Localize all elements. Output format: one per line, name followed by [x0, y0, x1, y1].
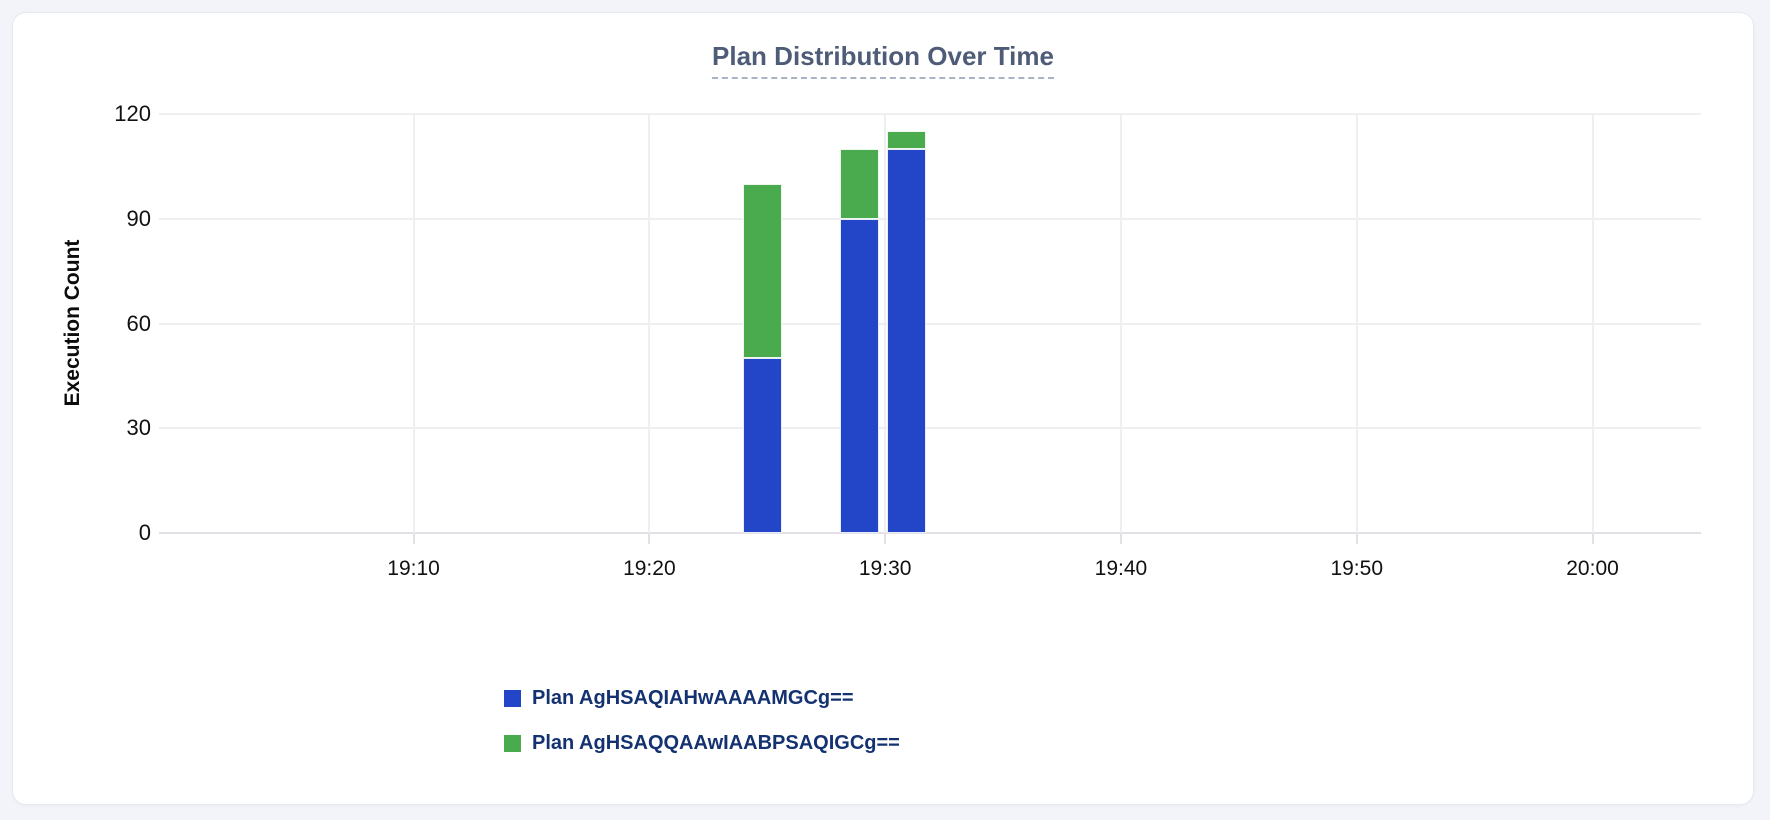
legend-swatch-green-icon — [504, 735, 521, 752]
x-tick-label: 19:30 — [858, 557, 912, 580]
gridline-horizontal — [159, 532, 1701, 534]
x-tick-label: 19:40 — [1094, 557, 1148, 580]
bar-segment-series-2[interactable] — [742, 183, 783, 359]
gridline-vertical — [1355, 114, 1358, 533]
x-tick-mark — [1591, 533, 1594, 544]
x-tick-label: 19:50 — [1330, 557, 1384, 580]
bar-segment-series-1[interactable] — [886, 148, 926, 533]
chart-title[interactable]: Plan Distribution Over Time — [712, 41, 1054, 79]
gridline-horizontal — [159, 113, 1701, 115]
gridline-vertical — [884, 114, 887, 533]
bar-segment-series-2[interactable] — [886, 131, 926, 149]
y-tick-label: 0 — [138, 520, 151, 545]
y-tick-label: 90 — [126, 205, 151, 231]
x-tick-mark — [412, 533, 415, 544]
y-tick-label: 120 — [114, 101, 151, 126]
chart-card: Plan Distribution Over Time Execution Co… — [12, 12, 1754, 805]
chart-legend: Plan AgHSAQIAHwAAAAMGCg== Plan AgHSAQQAA… — [504, 687, 900, 777]
chart-header: Plan Distribution Over Time — [13, 41, 1753, 79]
gridline-vertical — [648, 114, 651, 533]
gridline-vertical — [1591, 114, 1594, 533]
bar-segment-series-1[interactable] — [742, 358, 783, 533]
x-tick-mark — [648, 533, 651, 544]
x-tick-label: 19:20 — [623, 557, 676, 580]
legend-item-plan-1[interactable]: Plan AgHSAQIAHwAAAAMGCg== — [504, 687, 900, 710]
plot-area: 0 30 60 90 120 19:10 19:20 19:30 19:40 19:50 20:00 — [114, 101, 1701, 580]
x-tick-mark — [884, 533, 887, 544]
legend-swatch-blue-icon — [504, 690, 521, 707]
bar-segment-series-2[interactable] — [839, 148, 879, 219]
gridline-horizontal — [159, 217, 1701, 220]
legend-item-plan-2[interactable]: Plan AgHSAQQAAwIAABPSAQIGCg== — [504, 732, 900, 755]
gridline-horizontal — [159, 322, 1701, 325]
x-tick-mark — [1355, 533, 1358, 544]
x-tick-label: 20:00 — [1566, 557, 1619, 580]
x-tick-label: 19:10 — [387, 557, 440, 580]
legend-label: Plan AgHSAQIAHwAAAAMGCg== — [532, 687, 854, 709]
x-tick-mark — [1119, 533, 1122, 544]
gridline-vertical — [1119, 114, 1122, 533]
bar-segment-series-1[interactable] — [839, 218, 879, 533]
y-tick-label: 60 — [126, 310, 151, 336]
gridline-vertical — [412, 114, 415, 533]
legend-label: Plan AgHSAQQAAwIAABPSAQIGCg== — [532, 732, 900, 754]
y-tick-label: 30 — [126, 415, 151, 441]
gridline-horizontal — [159, 427, 1701, 430]
